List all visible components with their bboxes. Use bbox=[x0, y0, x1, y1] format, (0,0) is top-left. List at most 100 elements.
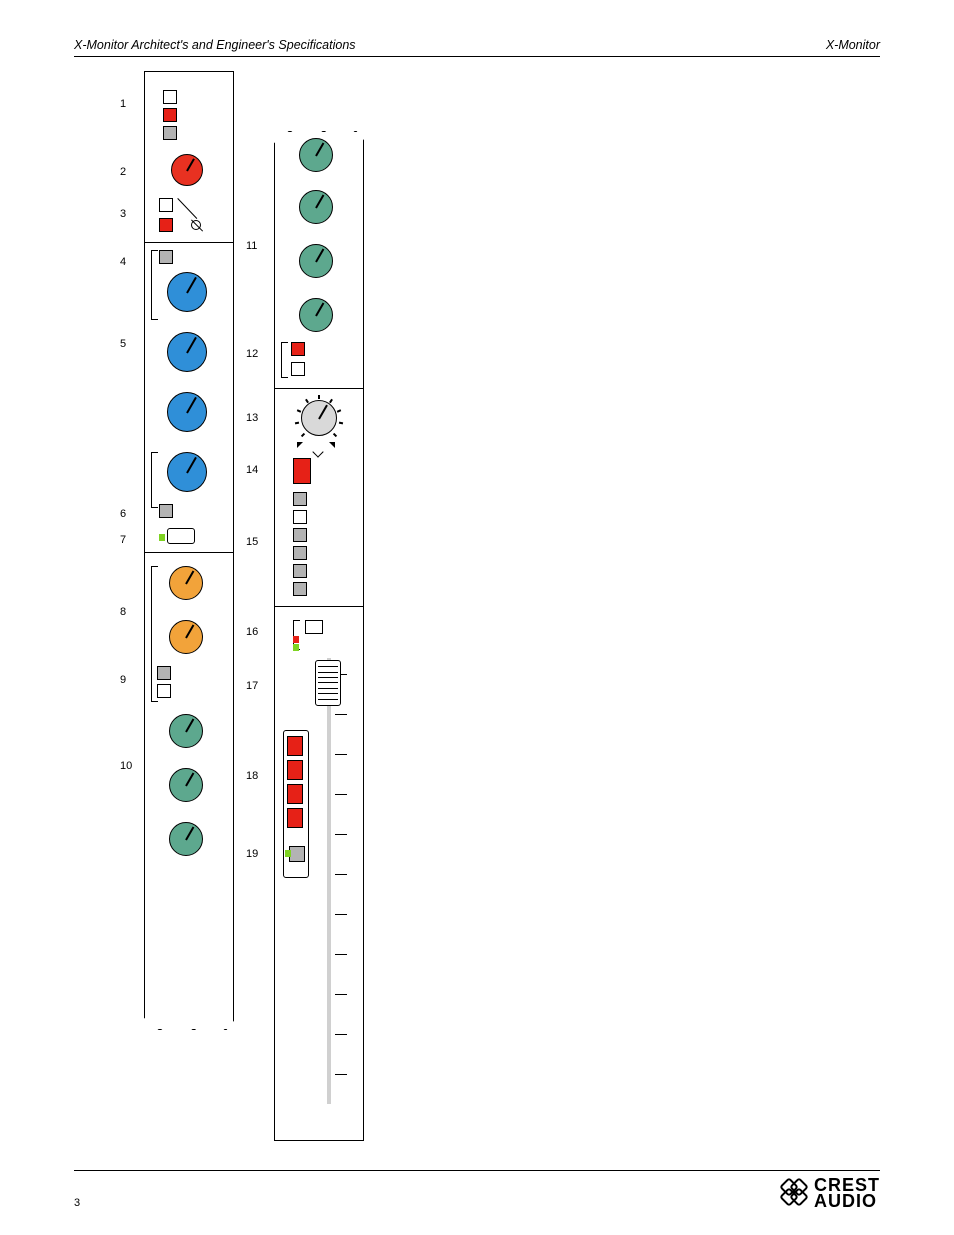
mute-group-button[interactable] bbox=[287, 760, 303, 780]
push-button[interactable] bbox=[159, 198, 173, 212]
push-button[interactable] bbox=[157, 684, 171, 698]
rotary-knob[interactable] bbox=[299, 138, 333, 172]
fader-scale-tick bbox=[335, 754, 347, 755]
fader-scale-tick bbox=[335, 914, 347, 915]
callout-number: 8 bbox=[120, 607, 126, 618]
rotary-knob[interactable] bbox=[301, 400, 337, 436]
phase-line bbox=[177, 198, 197, 219]
fader-scale-tick bbox=[335, 874, 347, 875]
fader-scale-tick bbox=[335, 1034, 347, 1035]
rotary-knob[interactable] bbox=[299, 298, 333, 332]
push-button[interactable] bbox=[159, 250, 173, 264]
rotary-knob[interactable] bbox=[299, 190, 333, 224]
logo-text: CRESTAUDIO bbox=[814, 1177, 880, 1209]
rotary-knob[interactable] bbox=[171, 154, 203, 186]
callout-number: 11 bbox=[246, 241, 257, 252]
bus-assign-button[interactable] bbox=[293, 564, 307, 578]
group-bracket bbox=[281, 342, 288, 378]
status-led bbox=[285, 850, 291, 857]
fader-scale-tick bbox=[335, 1074, 347, 1075]
push-button[interactable] bbox=[157, 666, 171, 680]
mute-group-button[interactable] bbox=[287, 808, 303, 828]
push-button[interactable] bbox=[291, 342, 305, 356]
rotary-knob[interactable] bbox=[169, 714, 203, 748]
pan-tick bbox=[329, 398, 333, 402]
pan-center-icon bbox=[312, 446, 323, 457]
pan-right-icon bbox=[329, 442, 335, 448]
rotary-knob[interactable] bbox=[169, 620, 203, 654]
header-left: X-Monitor Architect's and Engineer's Spe… bbox=[74, 38, 356, 52]
fader-cap[interactable] bbox=[315, 660, 341, 706]
callout-number: 16 bbox=[246, 627, 258, 638]
header-right: X-Monitor bbox=[826, 38, 880, 52]
rotary-knob[interactable] bbox=[299, 244, 333, 278]
push-button[interactable] bbox=[163, 108, 177, 122]
push-button[interactable] bbox=[305, 620, 323, 634]
torn-edge-bottom bbox=[143, 1017, 237, 1031]
status-led bbox=[293, 644, 299, 651]
bus-assign-button[interactable] bbox=[293, 546, 307, 560]
phase-icon bbox=[191, 220, 201, 230]
section-divider bbox=[275, 388, 363, 389]
rotary-knob[interactable] bbox=[169, 822, 203, 856]
pan-left-icon bbox=[297, 442, 303, 448]
push-button[interactable] bbox=[163, 126, 177, 140]
callout-number: 5 bbox=[120, 339, 126, 350]
mute-button[interactable] bbox=[293, 458, 311, 484]
fader-scale-tick bbox=[335, 954, 347, 955]
group-bracket bbox=[151, 250, 158, 320]
rotary-knob[interactable] bbox=[167, 332, 207, 372]
rotary-knob[interactable] bbox=[167, 272, 207, 312]
channel-strip-bottom bbox=[274, 131, 364, 1141]
status-led bbox=[293, 636, 299, 643]
callout-number: 4 bbox=[120, 257, 126, 268]
mute-group-button[interactable] bbox=[287, 784, 303, 804]
top-rule bbox=[74, 56, 880, 57]
callout-number: 19 bbox=[246, 849, 258, 860]
rotary-knob[interactable] bbox=[167, 392, 207, 432]
rotary-knob[interactable] bbox=[169, 768, 203, 802]
page-number: 3 bbox=[74, 1197, 80, 1209]
push-button[interactable] bbox=[291, 362, 305, 376]
section-divider bbox=[145, 242, 233, 243]
pan-tick bbox=[305, 398, 309, 402]
pan-tick bbox=[301, 432, 305, 436]
fader-scale-tick bbox=[335, 794, 347, 795]
push-button[interactable] bbox=[163, 90, 177, 104]
bus-assign-button[interactable] bbox=[293, 492, 307, 506]
callout-number: 6 bbox=[120, 509, 126, 520]
push-button[interactable] bbox=[159, 504, 173, 518]
channel-strip-top bbox=[144, 71, 234, 1030]
status-led bbox=[159, 534, 165, 541]
section-divider bbox=[275, 606, 363, 607]
callout-number: 13 bbox=[246, 413, 258, 424]
frame bbox=[167, 528, 195, 544]
bus-assign-button[interactable] bbox=[293, 510, 307, 524]
fader-scale-tick bbox=[335, 714, 347, 715]
group-bracket bbox=[151, 566, 158, 702]
fader-slot bbox=[327, 658, 331, 1104]
pan-tick bbox=[338, 422, 342, 425]
solo-button[interactable] bbox=[289, 846, 305, 862]
pan-tick bbox=[332, 432, 336, 436]
mute-group-button[interactable] bbox=[287, 736, 303, 756]
pan-tick bbox=[318, 395, 320, 399]
pan-tick bbox=[296, 409, 300, 412]
fader-scale-tick bbox=[335, 834, 347, 835]
callout-number: 1 bbox=[120, 99, 126, 110]
bus-assign-button[interactable] bbox=[293, 528, 307, 542]
callout-number: 10 bbox=[120, 761, 132, 772]
callout-number: 14 bbox=[246, 465, 258, 476]
bus-assign-button[interactable] bbox=[293, 582, 307, 596]
rotary-knob[interactable] bbox=[167, 452, 207, 492]
pan-tick bbox=[337, 409, 341, 412]
rotary-knob[interactable] bbox=[169, 566, 203, 600]
callout-number: 15 bbox=[246, 537, 258, 548]
pan-tick bbox=[295, 422, 299, 425]
logo-mark bbox=[782, 1180, 808, 1206]
fader-scale-tick bbox=[335, 994, 347, 995]
crest-audio-logo: CRESTAUDIO bbox=[782, 1177, 880, 1209]
callout-number: 7 bbox=[120, 535, 126, 546]
callout-number: 3 bbox=[120, 209, 126, 220]
push-button[interactable] bbox=[159, 218, 173, 232]
